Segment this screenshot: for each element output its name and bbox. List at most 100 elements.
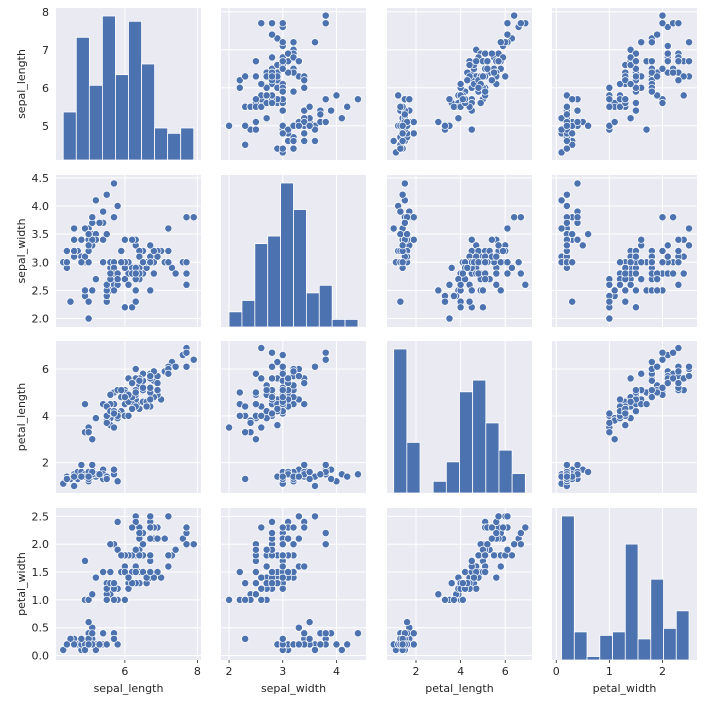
scatter-point bbox=[120, 393, 129, 402]
scatter-point bbox=[257, 80, 266, 88]
scatter-point bbox=[626, 374, 635, 383]
histogram-bar bbox=[180, 127, 195, 161]
scatter-point bbox=[658, 355, 667, 364]
scatter-point bbox=[268, 348, 276, 357]
scatter-point bbox=[449, 595, 458, 604]
panel-sepal_length-vs-sepal_width bbox=[221, 8, 366, 160]
x-tick-label: 2 bbox=[226, 665, 233, 678]
scatter-point bbox=[490, 551, 499, 560]
x-tick-label: 1 bbox=[606, 665, 613, 678]
scatter-point bbox=[164, 224, 173, 233]
scatter-point bbox=[128, 379, 137, 388]
scatter-point bbox=[117, 247, 126, 255]
scatter-point bbox=[268, 362, 276, 371]
scatter-point bbox=[321, 460, 330, 469]
scatter-point bbox=[131, 388, 140, 397]
histogram-bar bbox=[141, 63, 156, 161]
scatter-point bbox=[62, 247, 71, 255]
scatter-point bbox=[268, 393, 276, 402]
scatter-point bbox=[164, 258, 173, 267]
scatter-point bbox=[300, 118, 309, 126]
scatter-point bbox=[685, 57, 693, 66]
scatter-point bbox=[647, 57, 656, 66]
scatter-point bbox=[113, 640, 122, 649]
y-tick-label: 6 bbox=[42, 82, 49, 95]
scatter-point bbox=[396, 297, 405, 306]
scatter-point bbox=[131, 269, 140, 278]
scatter-point bbox=[353, 629, 362, 638]
scatter-point bbox=[278, 551, 287, 560]
scatter-point bbox=[91, 196, 100, 205]
scatter-point bbox=[521, 523, 530, 532]
scatter-point bbox=[487, 523, 496, 532]
scatter-point bbox=[663, 42, 672, 50]
scatter-point bbox=[584, 121, 593, 130]
scatter-point bbox=[305, 102, 314, 111]
scatter-point bbox=[398, 190, 407, 199]
scatter-point bbox=[251, 545, 260, 554]
scatter-point bbox=[153, 379, 162, 388]
scatter-point bbox=[474, 258, 483, 267]
histogram-bar bbox=[485, 422, 500, 494]
scatter-point bbox=[84, 640, 93, 649]
scatter-point bbox=[647, 386, 656, 395]
scatter-point bbox=[305, 475, 314, 483]
panel-petal_length-vs-petal_width bbox=[552, 341, 697, 493]
scatter-point bbox=[626, 53, 635, 62]
scatter-point bbox=[321, 118, 330, 126]
scatter-point bbox=[84, 230, 93, 239]
scatter-point bbox=[257, 19, 266, 28]
scatter-point bbox=[257, 374, 266, 383]
scatter-point bbox=[409, 235, 418, 244]
scatter-point bbox=[337, 114, 346, 123]
scatter-point bbox=[631, 303, 640, 312]
histogram-bar bbox=[637, 638, 652, 661]
panel-sepal_length-vs-petal_length bbox=[387, 8, 532, 160]
scatter-point bbox=[584, 230, 593, 239]
scatter-point bbox=[149, 247, 158, 255]
y-tick-label: 6 bbox=[42, 363, 49, 376]
scatter-point bbox=[674, 235, 683, 244]
scatter-point bbox=[626, 258, 635, 267]
scatter-point bbox=[102, 230, 111, 239]
scatter-point bbox=[494, 512, 503, 521]
scatter-point bbox=[131, 545, 140, 554]
scatter-point bbox=[510, 11, 519, 20]
scatter-point bbox=[289, 53, 298, 62]
scatter-point bbox=[578, 241, 587, 250]
scatter-point bbox=[653, 72, 662, 81]
scatter-point bbox=[110, 634, 118, 643]
scatter-point bbox=[470, 573, 478, 582]
scatter-point bbox=[557, 114, 566, 123]
scatter-point bbox=[669, 348, 678, 357]
scatter-point bbox=[70, 247, 79, 255]
histogram-bar bbox=[154, 127, 169, 161]
panel-petal_length-vs-petal_length bbox=[387, 341, 532, 494]
scatter-point bbox=[110, 595, 118, 604]
scatter-point bbox=[278, 64, 287, 73]
scatter-point bbox=[637, 38, 646, 47]
scatter-point bbox=[626, 45, 635, 54]
scatter-point bbox=[102, 595, 111, 604]
scatter-point bbox=[463, 76, 472, 85]
scatter-point bbox=[241, 579, 250, 588]
scatter-point bbox=[557, 224, 566, 233]
scatter-point bbox=[102, 640, 111, 649]
scatter-point bbox=[120, 568, 129, 576]
scatter-point bbox=[621, 76, 630, 85]
scatter-point bbox=[400, 218, 409, 227]
y-tick-label: 2.5 bbox=[32, 510, 50, 523]
scatter-point bbox=[562, 102, 571, 111]
scatter-point bbox=[241, 595, 250, 604]
scatter-point bbox=[284, 534, 293, 543]
y-tick-label: 3.5 bbox=[32, 228, 50, 241]
scatter-point bbox=[182, 258, 191, 267]
scatter-point bbox=[631, 269, 640, 278]
x-tick-label: 4 bbox=[457, 665, 464, 678]
scatter-point bbox=[472, 584, 481, 593]
scatter-point bbox=[81, 252, 89, 261]
scatter-point bbox=[658, 11, 667, 20]
scatter-point bbox=[300, 76, 309, 85]
scatter-point bbox=[294, 372, 303, 381]
scatter-point bbox=[225, 595, 234, 604]
